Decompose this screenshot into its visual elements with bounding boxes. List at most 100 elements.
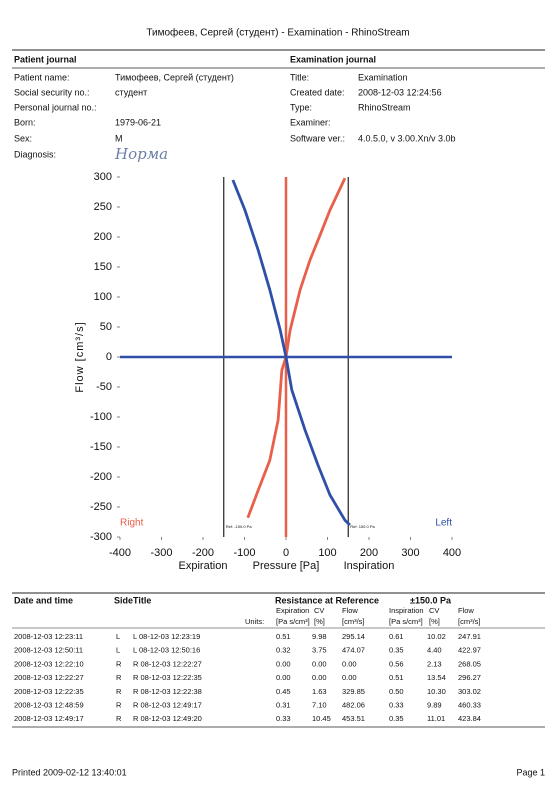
- y-tick-label: -250: [90, 501, 112, 513]
- table-cell: 247.91: [458, 632, 481, 641]
- y-tick-label: 250: [94, 201, 112, 213]
- table-cell: 0.50: [389, 687, 404, 696]
- unit: [Pa s/cm³]: [276, 617, 310, 626]
- table-cell: 482.06: [342, 700, 365, 709]
- table-cell: R: [116, 673, 122, 682]
- table-cell: 2.13: [427, 659, 442, 668]
- field-value: Examination: [358, 72, 408, 82]
- unit: [%]: [314, 617, 325, 626]
- table-cell: 0.33: [389, 700, 404, 709]
- field-value: 4.0.5.0, v 3.00.Xn/v 3.0b: [358, 133, 456, 143]
- y-tick-label: 200: [94, 231, 112, 243]
- x-tick-label: 0: [283, 547, 289, 559]
- table-cell: 329.85: [342, 687, 365, 696]
- table-cell: 0.00: [342, 659, 357, 668]
- x-tick-label: 400: [443, 547, 461, 559]
- table-cell: 13.54: [427, 673, 446, 682]
- x-tick-label: -100: [233, 547, 255, 559]
- y-tick-label: -300: [90, 531, 112, 543]
- table-cell: 296.27: [458, 673, 481, 682]
- table-cell: L 08-12-03 12:23:19: [133, 632, 200, 641]
- y-tick-label: -50: [96, 381, 112, 393]
- sub-column-header: Inspiration: [389, 606, 424, 615]
- table-cell: 453.51: [342, 714, 365, 723]
- sub-column-header: CV: [314, 606, 324, 615]
- reference-label: Ref: 150.0 Pa: [350, 524, 375, 529]
- table-cell: R 08-12-03 12:22:35: [133, 673, 202, 682]
- table-cell: 2008-12-03 12:48:59: [14, 700, 84, 709]
- table-cell: R: [116, 714, 122, 723]
- table-cell: L: [116, 632, 120, 641]
- table-cell: 2008-12-03 12:22:35: [14, 687, 84, 696]
- column-header: Date and time: [14, 595, 73, 605]
- unit: [%]: [429, 617, 440, 626]
- field-label: Sex:: [14, 133, 32, 143]
- field-label: Software ver.:: [290, 133, 345, 143]
- footer-printed: Printed 2009-02-12 13:40:01: [12, 767, 127, 777]
- table-cell: 0.00: [276, 659, 291, 668]
- x-axis-left-label: Expiration: [179, 560, 228, 572]
- table-cell: 1.63: [312, 687, 327, 696]
- curve: [246, 177, 347, 519]
- table-cell: 11.01: [427, 714, 445, 723]
- table-cell: 0.31: [276, 700, 291, 709]
- field-label: Born:: [14, 117, 36, 127]
- y-tick-label: 150: [94, 261, 112, 273]
- table-cell: 3.75: [312, 646, 327, 655]
- field-label: Created date:: [290, 87, 345, 97]
- table-cell: 7.10: [312, 700, 327, 709]
- sub-column-header: Flow: [342, 606, 358, 615]
- table-cell: 0.33: [276, 714, 291, 723]
- table-cell: 0.51: [276, 632, 291, 641]
- x-tick-label: -300: [150, 547, 172, 559]
- legend-label: Right: [120, 518, 144, 529]
- table-cell: L 08-12-03 12:50:16: [133, 646, 200, 655]
- table-cell: L: [116, 646, 120, 655]
- group-reference: ±150.0 Pa: [410, 595, 452, 605]
- field-label: Diagnosis:: [14, 149, 56, 159]
- table-cell: 2008-12-03 12:22:27: [14, 673, 84, 682]
- x-axis-label: Pressure [Pa]: [253, 560, 320, 572]
- table-cell: 0.45: [276, 687, 291, 696]
- legend-label: Left: [435, 518, 452, 529]
- group-header: Resistance at Reference: [275, 595, 379, 605]
- sub-column-header: CV: [429, 606, 439, 615]
- curve: [231, 179, 351, 527]
- x-tick-label: -400: [109, 547, 131, 559]
- y-tick-label: 50: [100, 321, 112, 333]
- table-cell: 460.33: [458, 700, 481, 709]
- table-cell: 2008-12-03 12:23:11: [14, 632, 83, 641]
- table-cell: 2008-12-03 12:22:10: [14, 659, 84, 668]
- table-cell: 423.84: [458, 714, 481, 723]
- section-title: Examination journal: [290, 54, 376, 64]
- table-cell: R 08-12-03 12:49:17: [133, 700, 202, 709]
- field-label: Title:: [290, 72, 309, 82]
- y-tick-label: -150: [90, 441, 112, 453]
- table-cell: 0.35: [389, 714, 404, 723]
- table-cell: 0.00: [342, 673, 357, 682]
- field-value: M: [115, 133, 123, 143]
- y-tick-label: -100: [90, 411, 112, 423]
- section-title: Patient journal: [14, 54, 77, 64]
- field-value: 1979-06-21: [115, 117, 161, 127]
- units-label: Units:: [245, 617, 264, 626]
- y-axis-label: Flow [cm³/s]: [74, 321, 86, 392]
- footer-page: Page 1: [516, 767, 545, 777]
- x-tick-label: -200: [192, 547, 214, 559]
- table-cell: 295.14: [342, 632, 365, 641]
- field-label: Examiner:: [290, 117, 331, 127]
- table-cell: 303.02: [458, 687, 481, 696]
- table-cell: 0.35: [389, 646, 404, 655]
- table-cell: 2008-12-03 12:49:17: [14, 714, 84, 723]
- field-value: Тимофеев, Сергей (студент): [115, 72, 234, 82]
- handwritten-diagnosis: Норма: [114, 145, 168, 163]
- field-value: студент: [115, 87, 147, 97]
- field-label: Patient name:: [14, 72, 70, 82]
- y-tick-label: 100: [94, 291, 112, 303]
- table-cell: R: [116, 687, 122, 696]
- field-label: Personal journal no.:: [14, 102, 97, 112]
- field-value: 2008-12-03 12:24:56: [358, 87, 442, 97]
- sub-column-header: Expiration: [276, 606, 309, 615]
- table-cell: 10.02: [427, 632, 446, 641]
- table-cell: 2008-12-03 12:50:11: [14, 646, 83, 655]
